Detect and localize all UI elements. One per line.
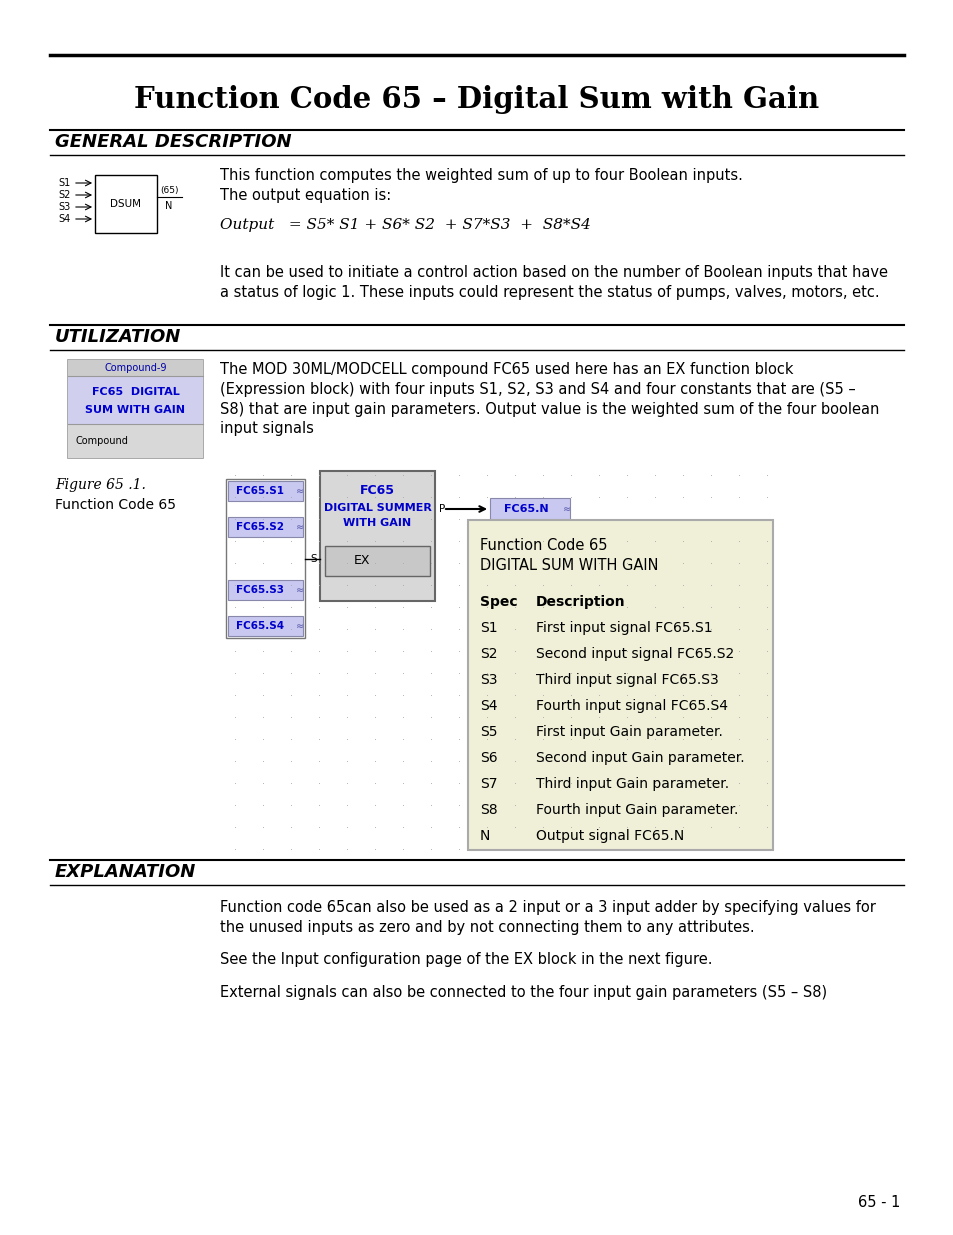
Text: S2: S2 [479, 647, 497, 661]
Text: Output   = S5* S1 + S6* S2  + S7*S3  +  S8*S4: Output = S5* S1 + S6* S2 + S7*S3 + S8*S4 [220, 219, 590, 232]
Bar [68, 375, 203, 424]
Text: Second input Gain parameter.: Second input Gain parameter. [536, 751, 744, 764]
Text: Function Code 65: Function Code 65 [55, 498, 175, 513]
Bar [490, 498, 569, 520]
Text: UTILIZATION: UTILIZATION [55, 329, 181, 346]
Text: ≈: ≈ [295, 621, 304, 631]
Text: GENERAL DESCRIPTION: GENERAL DESCRIPTION [55, 133, 292, 151]
Text: DIGITAL SUMMER: DIGITAL SUMMER [323, 503, 431, 513]
Text: ≈: ≈ [562, 504, 571, 514]
Text: Function Code 65 – Digital Sum with Gain: Function Code 65 – Digital Sum with Gain [134, 85, 819, 115]
Text: Fourth input signal FC65.S4: Fourth input signal FC65.S4 [536, 699, 727, 713]
Bar [68, 359, 203, 375]
Text: FC65.N: FC65.N [503, 504, 548, 514]
Bar [325, 546, 430, 576]
Text: It can be used to initiate a control action based on the number of Boolean input: It can be used to initiate a control act… [220, 266, 887, 300]
Text: Function code 65can also be used as a 2 input or a 3 input adder by specifying v: Function code 65can also be used as a 2 … [220, 900, 875, 935]
Text: S6: S6 [479, 751, 497, 764]
Bar [228, 616, 303, 636]
Text: Function Code 65: Function Code 65 [479, 538, 607, 553]
Text: FC65  DIGITAL: FC65 DIGITAL [91, 387, 179, 396]
Bar [468, 520, 772, 850]
Text: Output signal FC65.N: Output signal FC65.N [536, 829, 683, 844]
Text: Second input signal FC65.S2: Second input signal FC65.S2 [536, 647, 734, 661]
Text: S4: S4 [479, 699, 497, 713]
Text: (65): (65) [160, 185, 178, 194]
Text: FC65: FC65 [359, 484, 395, 498]
Text: ≈: ≈ [295, 487, 304, 496]
Text: Spec: Spec [479, 595, 517, 609]
Text: FC65.S1: FC65.S1 [236, 487, 284, 496]
Text: ≈: ≈ [295, 522, 304, 532]
Text: FC65.S3: FC65.S3 [236, 585, 284, 595]
Text: Compound: Compound [76, 436, 129, 446]
Bar [319, 471, 435, 601]
Text: N: N [165, 201, 172, 211]
Bar [228, 517, 303, 537]
Text: S2: S2 [58, 190, 71, 200]
Text: N: N [479, 829, 490, 844]
Text: DIGITAL SUM WITH GAIN: DIGITAL SUM WITH GAIN [479, 558, 658, 573]
Text: 65 - 1: 65 - 1 [857, 1195, 899, 1210]
Text: S5: S5 [479, 725, 497, 739]
Text: Figure 65 .1.: Figure 65 .1. [55, 478, 146, 492]
Text: This function computes the weighted sum of up to four Boolean inputs.
The output: This function computes the weighted sum … [220, 168, 742, 203]
Bar [228, 480, 303, 501]
Text: EXPLANATION: EXPLANATION [55, 863, 196, 881]
Text: External signals can also be connected to the four input gain parameters (S5 – S: External signals can also be connected t… [220, 986, 826, 1000]
Text: S: S [311, 553, 317, 563]
Text: Fourth input Gain parameter.: Fourth input Gain parameter. [536, 803, 738, 818]
Bar [68, 359, 203, 458]
Text: S3: S3 [479, 673, 497, 687]
Text: DSUM: DSUM [111, 199, 141, 209]
Text: SUM WITH GAIN: SUM WITH GAIN [86, 405, 185, 415]
Text: S1: S1 [479, 621, 497, 635]
Text: Description: Description [536, 595, 625, 609]
Text: ≈: ≈ [295, 585, 304, 595]
Text: S3: S3 [59, 203, 71, 212]
Text: P: P [438, 504, 445, 514]
Text: S1: S1 [59, 178, 71, 188]
Text: Compound-9: Compound-9 [104, 363, 167, 373]
Text: EX: EX [354, 555, 371, 568]
Text: S7: S7 [479, 777, 497, 790]
Bar [68, 424, 203, 458]
Text: First input Gain parameter.: First input Gain parameter. [536, 725, 722, 739]
Bar [226, 479, 305, 638]
Text: FC65.S4: FC65.S4 [236, 621, 284, 631]
Text: S8: S8 [479, 803, 497, 818]
Text: WITH GAIN: WITH GAIN [343, 517, 411, 529]
Bar [228, 580, 303, 600]
Text: First input signal FC65.S1: First input signal FC65.S1 [536, 621, 712, 635]
Text: FC65.S2: FC65.S2 [236, 522, 284, 532]
Text: S4: S4 [59, 214, 71, 224]
Text: Third input Gain parameter.: Third input Gain parameter. [536, 777, 728, 790]
Bar [95, 175, 157, 233]
Text: See the Input configuration page of the EX block in the next figure.: See the Input configuration page of the … [220, 952, 712, 967]
Text: Third input signal FC65.S3: Third input signal FC65.S3 [536, 673, 718, 687]
Text: The MOD 30ML/MODCELL compound FC65 used here has an EX function block
(Expressio: The MOD 30ML/MODCELL compound FC65 used … [220, 362, 879, 436]
